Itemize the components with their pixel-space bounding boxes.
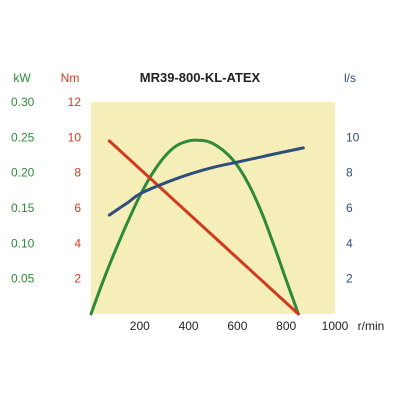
ls-tick-label: 2 xyxy=(346,272,353,286)
kw-tick-label: 0.25 xyxy=(11,130,35,144)
x-axis-ticks: 200 400 600 800 1000 xyxy=(130,319,349,333)
nm-tick-label: 10 xyxy=(68,130,82,144)
x-tick-label: 800 xyxy=(276,319,296,333)
kw-tick-label: 0.10 xyxy=(11,236,35,250)
kw-tick-label: 0.15 xyxy=(11,201,35,215)
nm-tick-label: 2 xyxy=(74,272,81,286)
ls-axis-label: l/s xyxy=(344,71,356,85)
ls-tick-label: 6 xyxy=(346,201,353,215)
kw-tick-label: 0.20 xyxy=(11,166,35,180)
x-tick-label: 400 xyxy=(179,319,199,333)
series-group xyxy=(89,138,305,316)
ls-series-line xyxy=(107,146,305,217)
nm-tick-label: 12 xyxy=(68,95,82,109)
plot-area xyxy=(91,102,335,314)
kw-tick-label: 0.30 xyxy=(11,95,35,109)
kw-axis-label: kW xyxy=(13,71,31,85)
nm-tick-label: 8 xyxy=(74,166,81,180)
kw-tick-label: 0.05 xyxy=(11,272,35,286)
x-tick-label: 600 xyxy=(227,319,247,333)
ls-tick-label: 10 xyxy=(346,130,360,144)
ls-tick-label: 4 xyxy=(346,236,353,250)
x-axis-label: r/min xyxy=(358,319,385,333)
ls-tick-label: 8 xyxy=(346,166,353,180)
nm-tick-label: 4 xyxy=(74,236,81,250)
nm-series-line xyxy=(107,139,300,316)
kw-series-line xyxy=(89,138,300,316)
kw-axis-ticks: 0.05 0.10 0.15 0.20 0.25 0.30 xyxy=(11,95,35,286)
x-tick-label: 1000 xyxy=(322,319,349,333)
chart-title: MR39-800-KL-ATEX xyxy=(140,70,261,85)
nm-axis-label: Nm xyxy=(61,71,80,85)
nm-tick-label: 6 xyxy=(74,201,81,215)
ls-axis-ticks: 2 4 6 8 10 xyxy=(346,130,360,285)
nm-axis-ticks: 2 4 6 8 10 12 xyxy=(68,95,82,286)
x-tick-label: 200 xyxy=(130,319,150,333)
